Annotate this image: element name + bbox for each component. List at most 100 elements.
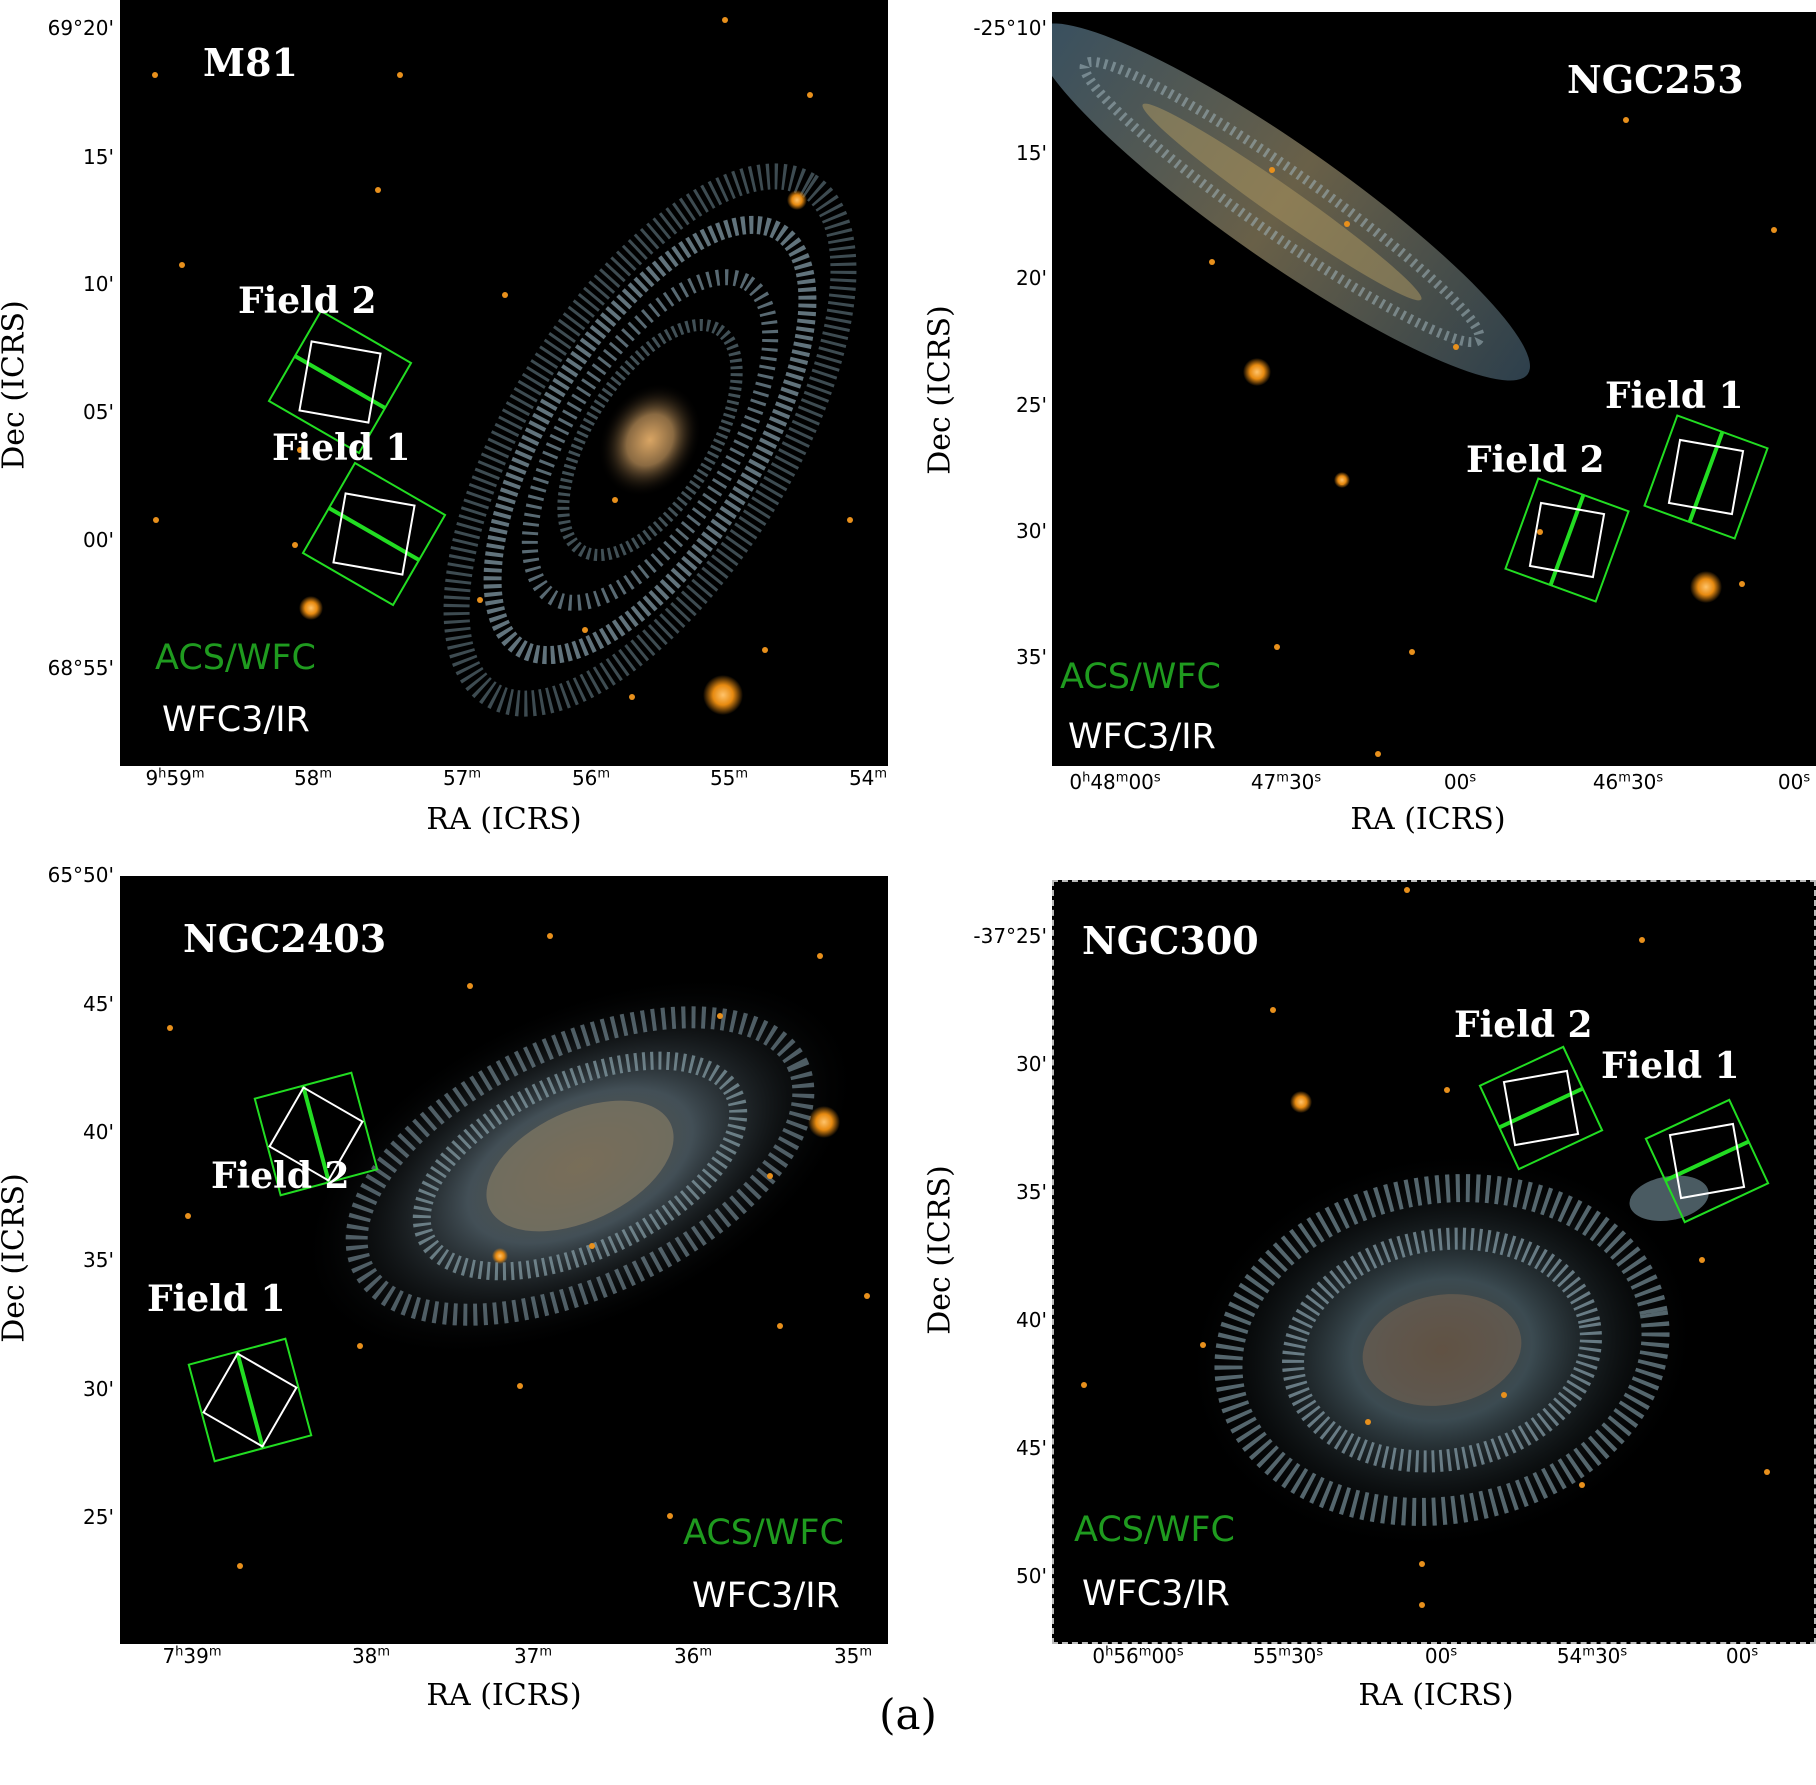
m81-stars [152,17,853,700]
dec-tick: 25' [83,1505,114,1529]
dec-axis-label: Dec (ICRS) [0,300,32,470]
ngc253-bright-star [1334,472,1350,488]
ngc300-field2-footprint [1478,1045,1604,1171]
ra-tick: 00s [1424,1644,1458,1668]
dec-tick: -37°25' [973,924,1047,948]
ngc253-image-svg [1052,23,1777,757]
ngc2403-bright-star [492,1248,508,1264]
dec-tick: 69°20' [47,16,114,40]
ra-tick: 58m [293,766,333,790]
dec-tick: -25°10' [973,16,1047,40]
galaxy-name: NGC2403 [183,916,387,961]
m81-image-svg [152,17,857,717]
ra-tick: 0h48m00s [1069,770,1161,794]
field-label: Field 2 [238,280,377,322]
ra-tick: 54m [848,766,888,790]
legend-acs: ACS/WFC [155,638,316,678]
ngc300-bright-star [1290,1091,1312,1113]
dec-axis-label: Dec (ICRS) [922,305,958,475]
dec-tick: 20' [1016,266,1047,290]
sky-image-ngc2403: NGC2403 Field 2 Field 1 ACS/WFC WFC3/IR [120,876,888,1644]
ngc253-bright-star [1690,571,1722,603]
sky-image-m81: M81 Field 2 Field 1 ACS/WFC WFC3/IR [120,0,888,766]
ra-axis-label: RA (ICRS) [426,1678,582,1713]
ngc300-field1-footprint [1644,1098,1770,1224]
ngc2403-stars [167,933,870,1569]
sky-image-ngc253: NGC253 Field 1 Field 2 ACS/WFC WFC3/IR [1052,12,1816,766]
ra-tick: 47m30s [1250,770,1322,794]
ra-tick: 36m [673,1644,713,1668]
ra-tick: 56m [571,766,611,790]
ra-tick: 46m30s [1592,770,1664,794]
ngc253-bright-star [1243,358,1271,386]
ngc300-stars [1081,887,1770,1608]
field-label: Field 1 [1605,375,1744,417]
ra-tick: 9h59m [145,766,205,790]
ngc2403-galaxy [299,973,861,1359]
m81-field2-footprint [267,309,413,455]
dec-axis-label: Dec (ICRS) [0,1173,32,1343]
field-label: Field 2 [211,1155,350,1197]
dec-tick: 15' [1016,141,1047,165]
figure-caption: (a) [879,1690,937,1739]
dec-tick: 45' [1016,1436,1047,1460]
dec-tick: 25' [1016,393,1047,417]
legend-wfc3: WFC3/IR [162,700,310,740]
ra-tick: 00s [1443,770,1477,794]
dec-tick: 30' [1016,519,1047,543]
ngc253-field2-footprint [1504,477,1630,603]
ngc300-image-svg [1081,887,1770,1608]
m81-bright-star [703,675,743,715]
legend-acs: ACS/WFC [1074,1510,1235,1550]
dec-tick: 40' [83,1120,114,1144]
dec-tick: 15' [83,145,114,169]
ngc253-field1-footprint [1643,414,1769,540]
ngc253-stars [1209,117,1777,757]
m81-bright-star [787,190,807,210]
dec-tick: 35' [83,1248,114,1272]
dec-tick: 45' [83,992,114,1016]
m81-galaxy [443,163,857,717]
galaxy-name: NGC253 [1567,57,1744,102]
dec-tick: 30' [1016,1052,1047,1076]
ra-axis-label: RA (ICRS) [1350,802,1506,837]
ra-tick: 0h56m00s [1092,1644,1184,1668]
ngc253-galaxy [1052,23,1530,381]
ra-tick: 57m [442,766,482,790]
dec-tick: 05' [83,400,114,424]
m81-bright-star [299,596,323,620]
galaxy-name: NGC300 [1082,918,1259,963]
ra-tick: 00s [1725,1644,1759,1668]
legend-wfc3: WFC3/IR [1082,1574,1230,1614]
field-label: Field 2 [1466,439,1605,481]
dec-tick: 35' [1016,645,1047,669]
sky-image-ngc300: NGC300 Field 2 Field 1 ACS/WFC WFC3/IR [1052,880,1816,1644]
dec-tick: 30' [83,1377,114,1401]
field-label: Field 1 [1601,1045,1740,1087]
ngc2403-bright-star [808,1106,840,1138]
dec-tick: 35' [1016,1180,1047,1204]
field-label: Field 1 [272,427,411,469]
ra-tick: 00s [1777,770,1811,794]
legend-acs: ACS/WFC [1060,657,1221,697]
ra-tick: 55m [709,766,749,790]
m81-field1-footprint [301,461,447,607]
ngc2403-field1-footprint [187,1337,313,1463]
dec-tick: 68°55' [47,656,114,680]
legend-acs: ACS/WFC [683,1513,844,1553]
legend-wfc3: WFC3/IR [692,1576,840,1616]
ra-axis-label: RA (ICRS) [426,802,582,837]
ra-tick: 37m [513,1644,553,1668]
ngc300-galaxy [1183,1147,1709,1553]
dec-axis-label: Dec (ICRS) [922,1165,958,1335]
ngc2403-field2-footprint [253,1071,379,1197]
dec-tick: 50' [1016,1564,1047,1588]
legend-wfc3: WFC3/IR [1068,717,1216,757]
ra-tick: 7h39m [162,1644,222,1668]
field-label: Field 2 [1454,1004,1593,1046]
ra-tick: 38m [351,1644,391,1668]
ra-tick: 54m30s [1556,1644,1628,1668]
field-label: Field 1 [147,1278,286,1320]
dec-tick: 00' [83,528,114,552]
dec-tick: 10' [83,272,114,296]
